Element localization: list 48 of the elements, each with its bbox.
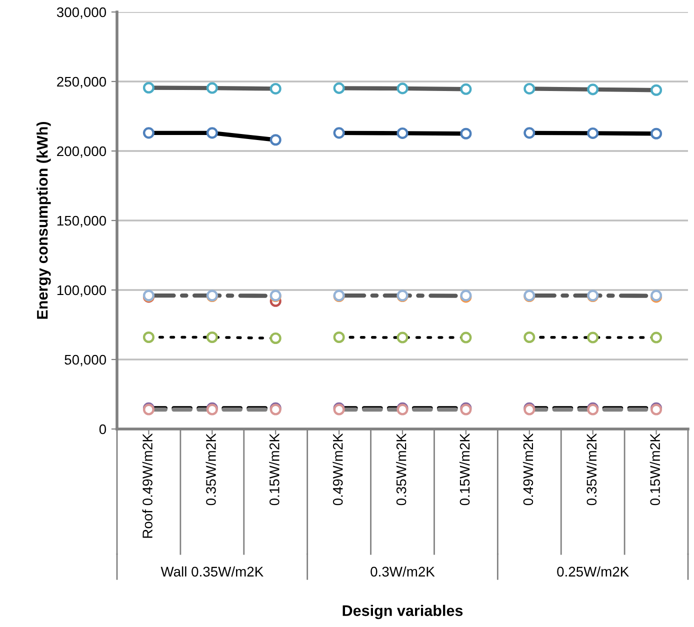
point <box>206 82 218 94</box>
y-tick-label: 150,000 <box>57 216 106 228</box>
point <box>142 127 154 139</box>
point <box>650 84 662 96</box>
point <box>524 331 536 344</box>
point <box>587 84 599 96</box>
y-tick-label: 250,000 <box>57 76 106 88</box>
x-tick-label: 0.35W/m2K <box>206 433 216 506</box>
x-tick-label: 0.49W/m2K <box>332 433 343 506</box>
point <box>524 127 536 139</box>
y-tick-label: 0 <box>99 424 106 434</box>
x-tick-label: 0.15W/m2K <box>269 433 280 506</box>
x-tick-label: 0.15W/m2K <box>650 433 660 506</box>
point <box>460 128 472 140</box>
text: 0.25W/m2K <box>557 566 629 577</box>
x-axis-title: Design variables <box>342 604 463 620</box>
point <box>396 332 408 344</box>
y-tick-label: 50,000 <box>64 354 106 366</box>
point <box>333 127 345 139</box>
point <box>396 127 408 139</box>
x-tick-label: 0.49W/m2K <box>522 433 534 506</box>
text: 0.3W/m2K <box>370 566 435 577</box>
text: Wall 0.35W/m2K <box>160 566 264 577</box>
point <box>650 128 662 140</box>
point <box>142 82 154 94</box>
y-tick-label: 200,000 <box>57 146 106 158</box>
point <box>142 331 154 344</box>
point <box>650 332 662 344</box>
x-tick-label: 0.35W/m2K <box>396 433 406 506</box>
point <box>587 127 599 139</box>
point <box>524 82 536 94</box>
x-tick-label: 0.15W/m2K <box>459 433 470 506</box>
point <box>206 331 218 344</box>
point <box>270 134 282 146</box>
point <box>396 82 408 94</box>
point <box>333 82 345 94</box>
point <box>460 83 472 95</box>
y-tick-label: 300,000 <box>56 7 106 19</box>
y-axis-title: Energy consumption (kWh) <box>36 122 51 319</box>
point <box>460 332 472 344</box>
y-tick-label: 100,000 <box>57 285 106 297</box>
point <box>587 332 599 344</box>
point <box>333 331 345 344</box>
x-tick-label: Roof 0.49W/m2K <box>142 433 152 538</box>
x-tick-label: 0.35W/m2K <box>586 433 597 506</box>
point <box>270 82 282 94</box>
point <box>206 127 218 139</box>
point <box>270 332 282 344</box>
